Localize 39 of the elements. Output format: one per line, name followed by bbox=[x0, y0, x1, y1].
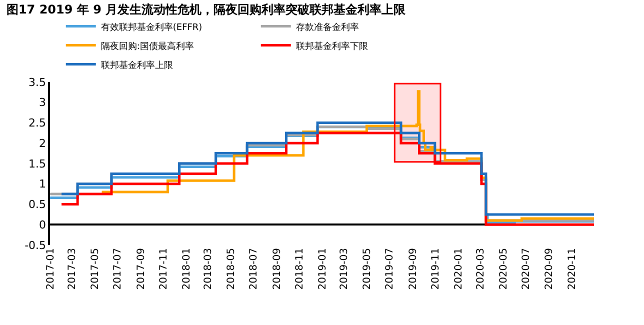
y-tick-label: 2.5 bbox=[28, 116, 46, 130]
x-tick-label: 2018-01 bbox=[181, 248, 192, 290]
legend-label: 联邦基金利率下限 bbox=[296, 40, 368, 52]
x-tick-label: 2018-09 bbox=[272, 248, 283, 290]
x-tick-label: 2017-05 bbox=[90, 248, 101, 290]
y-tick-label: 3.5 bbox=[28, 76, 46, 89]
x-tick-label: 2020-09 bbox=[544, 248, 556, 290]
y-tick-label: 3 bbox=[39, 96, 46, 110]
x-tick-label: 2020-05 bbox=[498, 248, 510, 290]
x-tick-label: 2020-01 bbox=[453, 248, 464, 290]
legend-label: 有效联邦基金利率(EFFR) bbox=[100, 22, 202, 33]
x-tick-label: 2020-03 bbox=[476, 248, 487, 290]
x-tick-label: 2018-07 bbox=[248, 248, 260, 290]
x-tick-label: 2017-09 bbox=[136, 248, 147, 290]
x-tick-label: 2020-11 bbox=[566, 248, 578, 290]
y-tick-label: 2 bbox=[39, 136, 46, 150]
legend-label: 隔夜回购:国债最高利率 bbox=[100, 40, 194, 52]
y-tick-label: -0.5 bbox=[24, 238, 46, 252]
x-tick-label: 2017-01 bbox=[45, 248, 56, 290]
y-tick-label: 1 bbox=[39, 178, 46, 191]
x-tick-label: 2019-05 bbox=[362, 248, 373, 290]
x-tick-label: 2019-09 bbox=[408, 248, 419, 290]
x-tick-label: 2019-11 bbox=[430, 248, 442, 290]
y-tick-label: 0 bbox=[39, 218, 46, 232]
x-tick-label: 2018-05 bbox=[226, 248, 237, 290]
y-tick-label: 0.5 bbox=[28, 198, 46, 212]
x-tick-label: 2017-11 bbox=[158, 248, 170, 290]
x-tick-label: 2018-03 bbox=[203, 248, 214, 290]
legend-label: 联邦基金利率上限 bbox=[100, 60, 173, 71]
x-tick-label: 2020-07 bbox=[521, 248, 532, 290]
x-tick-label: 2019-01 bbox=[317, 248, 328, 290]
x-tick-label: 2017-03 bbox=[67, 248, 78, 290]
x-tick-label: 2018-11 bbox=[294, 248, 306, 290]
chart-title: 图17 2019 年 9 月发生流动性危机，隔夜回购利率突破联邦基金利率上限 bbox=[6, 2, 407, 16]
y-tick-label: 1.5 bbox=[28, 157, 46, 170]
x-tick-label: 2017-07 bbox=[112, 248, 124, 290]
legend-label: 存款准备金利率 bbox=[296, 22, 359, 33]
x-tick-label: 2019-03 bbox=[339, 248, 350, 290]
x-tick-label: 2019-07 bbox=[384, 248, 396, 290]
